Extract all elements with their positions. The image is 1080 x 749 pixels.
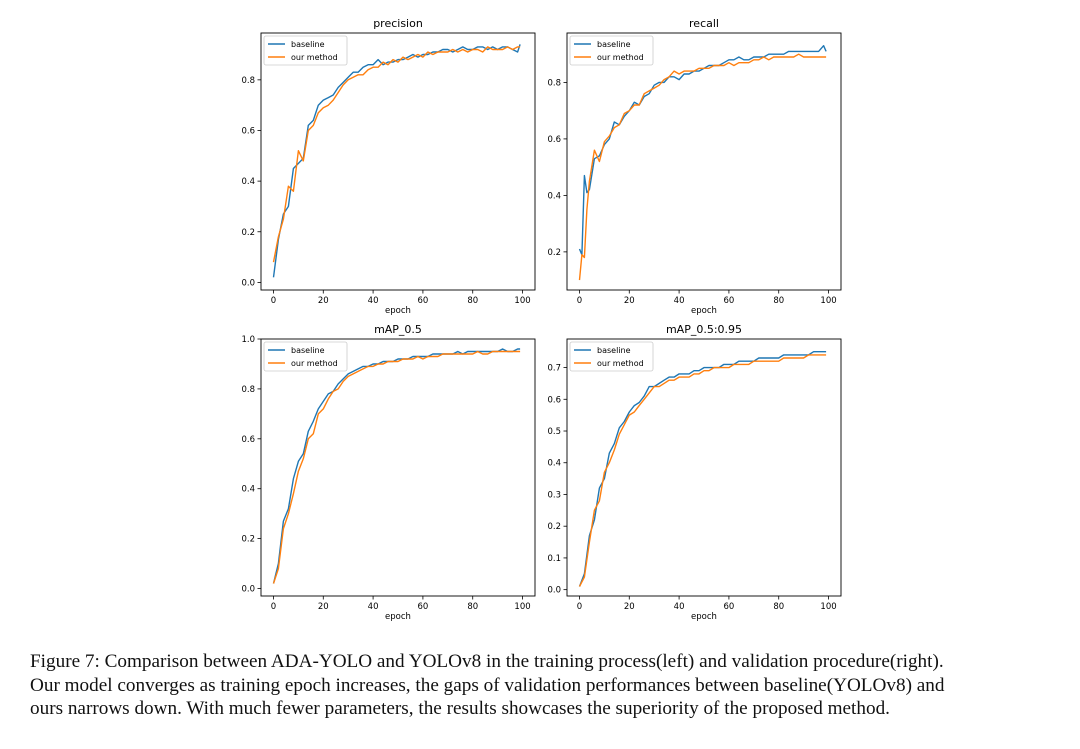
x-tick-label: 60 <box>417 296 428 306</box>
x-tick-label: 100 <box>820 602 836 612</box>
x-axis-label: epoch <box>691 612 717 622</box>
chart-title: mAP_0.5:0.95 <box>666 323 742 336</box>
legend-label-baseline: baseline <box>597 346 631 355</box>
y-tick-label: 0.0 <box>241 278 255 288</box>
y-tick-label: 0.4 <box>241 485 255 495</box>
y-tick-label: 0.2 <box>241 228 255 238</box>
series-line-baseline <box>578 45 827 256</box>
caption-line-3: ours narrows down. With much fewer param… <box>30 698 890 719</box>
caption-line-2: Our model converges as training epoch in… <box>30 674 945 696</box>
legend: baseline our method <box>569 341 654 372</box>
x-tick-label: 80 <box>467 296 478 306</box>
y-tick-label: 0.8 <box>547 78 561 88</box>
x-tick-label: 100 <box>514 602 530 612</box>
legend-box <box>263 341 348 372</box>
y-tick-label: 0.0 <box>547 586 561 596</box>
legend-label-our-method: our method <box>597 359 644 368</box>
legend-box <box>569 35 654 66</box>
x-tick-label: 80 <box>467 602 478 612</box>
y-tick-label: 0.5 <box>547 427 561 437</box>
y-tick-label: 0.6 <box>241 435 255 445</box>
y-tick-label: 0.2 <box>241 535 255 545</box>
chart-title: precision <box>373 17 423 30</box>
y-tick-label: 0.7 <box>547 364 561 374</box>
plot-frame <box>260 338 536 597</box>
legend: baseline our method <box>569 35 654 66</box>
legend-label-our-method: our method <box>291 53 338 62</box>
y-tick-label: 0.3 <box>547 490 561 500</box>
x-tick-label: 80 <box>773 602 784 612</box>
x-tick-label: 20 <box>318 296 329 306</box>
x-tick-label: 20 <box>624 602 635 612</box>
legend-label-our-method: our method <box>597 53 644 62</box>
chart-panel-2: recall 0 20 40 60 80 100 0.2 0.4 0.6 0.8 epoch basel… <box>547 17 842 316</box>
x-tick-label: 20 <box>318 602 329 612</box>
plot-frame <box>566 32 842 291</box>
series-line-baseline <box>272 348 521 584</box>
chart-title: recall <box>689 17 719 30</box>
x-tick-label: 0 <box>577 296 582 306</box>
y-tick-label: 0.2 <box>547 248 561 258</box>
legend: baseline our method <box>263 35 348 66</box>
legend-label-baseline: baseline <box>597 40 631 49</box>
figure-caption: Figure 7: Comparison between ADA-YOLO an… <box>30 650 1060 721</box>
x-tick-label: 40 <box>674 296 685 306</box>
y-tick-label: 0.0 <box>241 585 255 595</box>
y-tick-label: 0.6 <box>241 126 255 136</box>
x-axis-label: epoch <box>385 306 411 316</box>
y-tick-label: 0.6 <box>547 395 561 405</box>
caption-line-1: Figure 7: Comparison between ADA-YOLO an… <box>30 651 944 672</box>
x-tick-label: 100 <box>820 296 836 306</box>
x-tick-label: 0 <box>271 296 276 306</box>
series-line-baseline <box>578 351 827 587</box>
x-axis-label: epoch <box>691 306 717 316</box>
chart-panel-1: precision 0 20 40 60 80 100 0.0 0.2 0.4 0.6 0.8 epoc… <box>241 17 536 316</box>
y-tick-label: 0.6 <box>547 135 561 145</box>
chart-title: mAP_0.5 <box>374 323 422 336</box>
legend-label-baseline: baseline <box>291 346 325 355</box>
series-line-our-method <box>578 354 827 587</box>
x-tick-label: 40 <box>368 296 379 306</box>
x-tick-label: 60 <box>417 602 428 612</box>
y-tick-label: 1.0 <box>241 335 255 345</box>
legend: baseline our method <box>263 341 348 372</box>
x-tick-label: 80 <box>773 296 784 306</box>
chart-panel-3: mAP_0.5 0 20 40 60 80 100 0.0 0.2 0.4 0.6 0.8 1.0 epo… <box>241 323 536 622</box>
y-tick-label: 0.4 <box>547 459 561 469</box>
series-line-our-method <box>578 53 827 281</box>
x-tick-label: 40 <box>368 602 379 612</box>
y-tick-label: 0.2 <box>547 522 561 532</box>
x-tick-label: 0 <box>271 602 276 612</box>
y-tick-label: 0.8 <box>241 385 255 395</box>
x-tick-label: 60 <box>723 602 734 612</box>
y-tick-label: 0.4 <box>241 177 255 187</box>
plot-frame <box>260 32 536 291</box>
series-line-our-method <box>272 350 521 584</box>
x-tick-label: 100 <box>514 296 530 306</box>
x-tick-label: 60 <box>723 296 734 306</box>
x-axis-label: epoch <box>385 612 411 622</box>
series-line-baseline <box>272 44 521 278</box>
y-tick-label: 0.4 <box>547 191 561 201</box>
legend-label-baseline: baseline <box>291 40 325 49</box>
y-tick-label: 0.8 <box>241 76 255 86</box>
x-tick-label: 20 <box>624 296 635 306</box>
x-tick-label: 0 <box>577 602 582 612</box>
legend-label-our-method: our method <box>291 359 338 368</box>
series-line-our-method <box>272 46 521 263</box>
plot-frame <box>566 338 842 597</box>
x-tick-label: 40 <box>674 602 685 612</box>
figure-7-charts: precision 0 20 40 60 80 100 0.0 0.2 0.4 0.6 0.8 epoc… <box>241 17 842 622</box>
legend-box <box>569 341 654 372</box>
chart-panel-4: mAP_0.5:0.95 0 20 40 60 80 100 0.0 0.1 0.2 0.3 0.4 0… <box>547 323 842 622</box>
y-tick-label: 0.1 <box>547 554 561 564</box>
legend-box <box>263 35 348 66</box>
